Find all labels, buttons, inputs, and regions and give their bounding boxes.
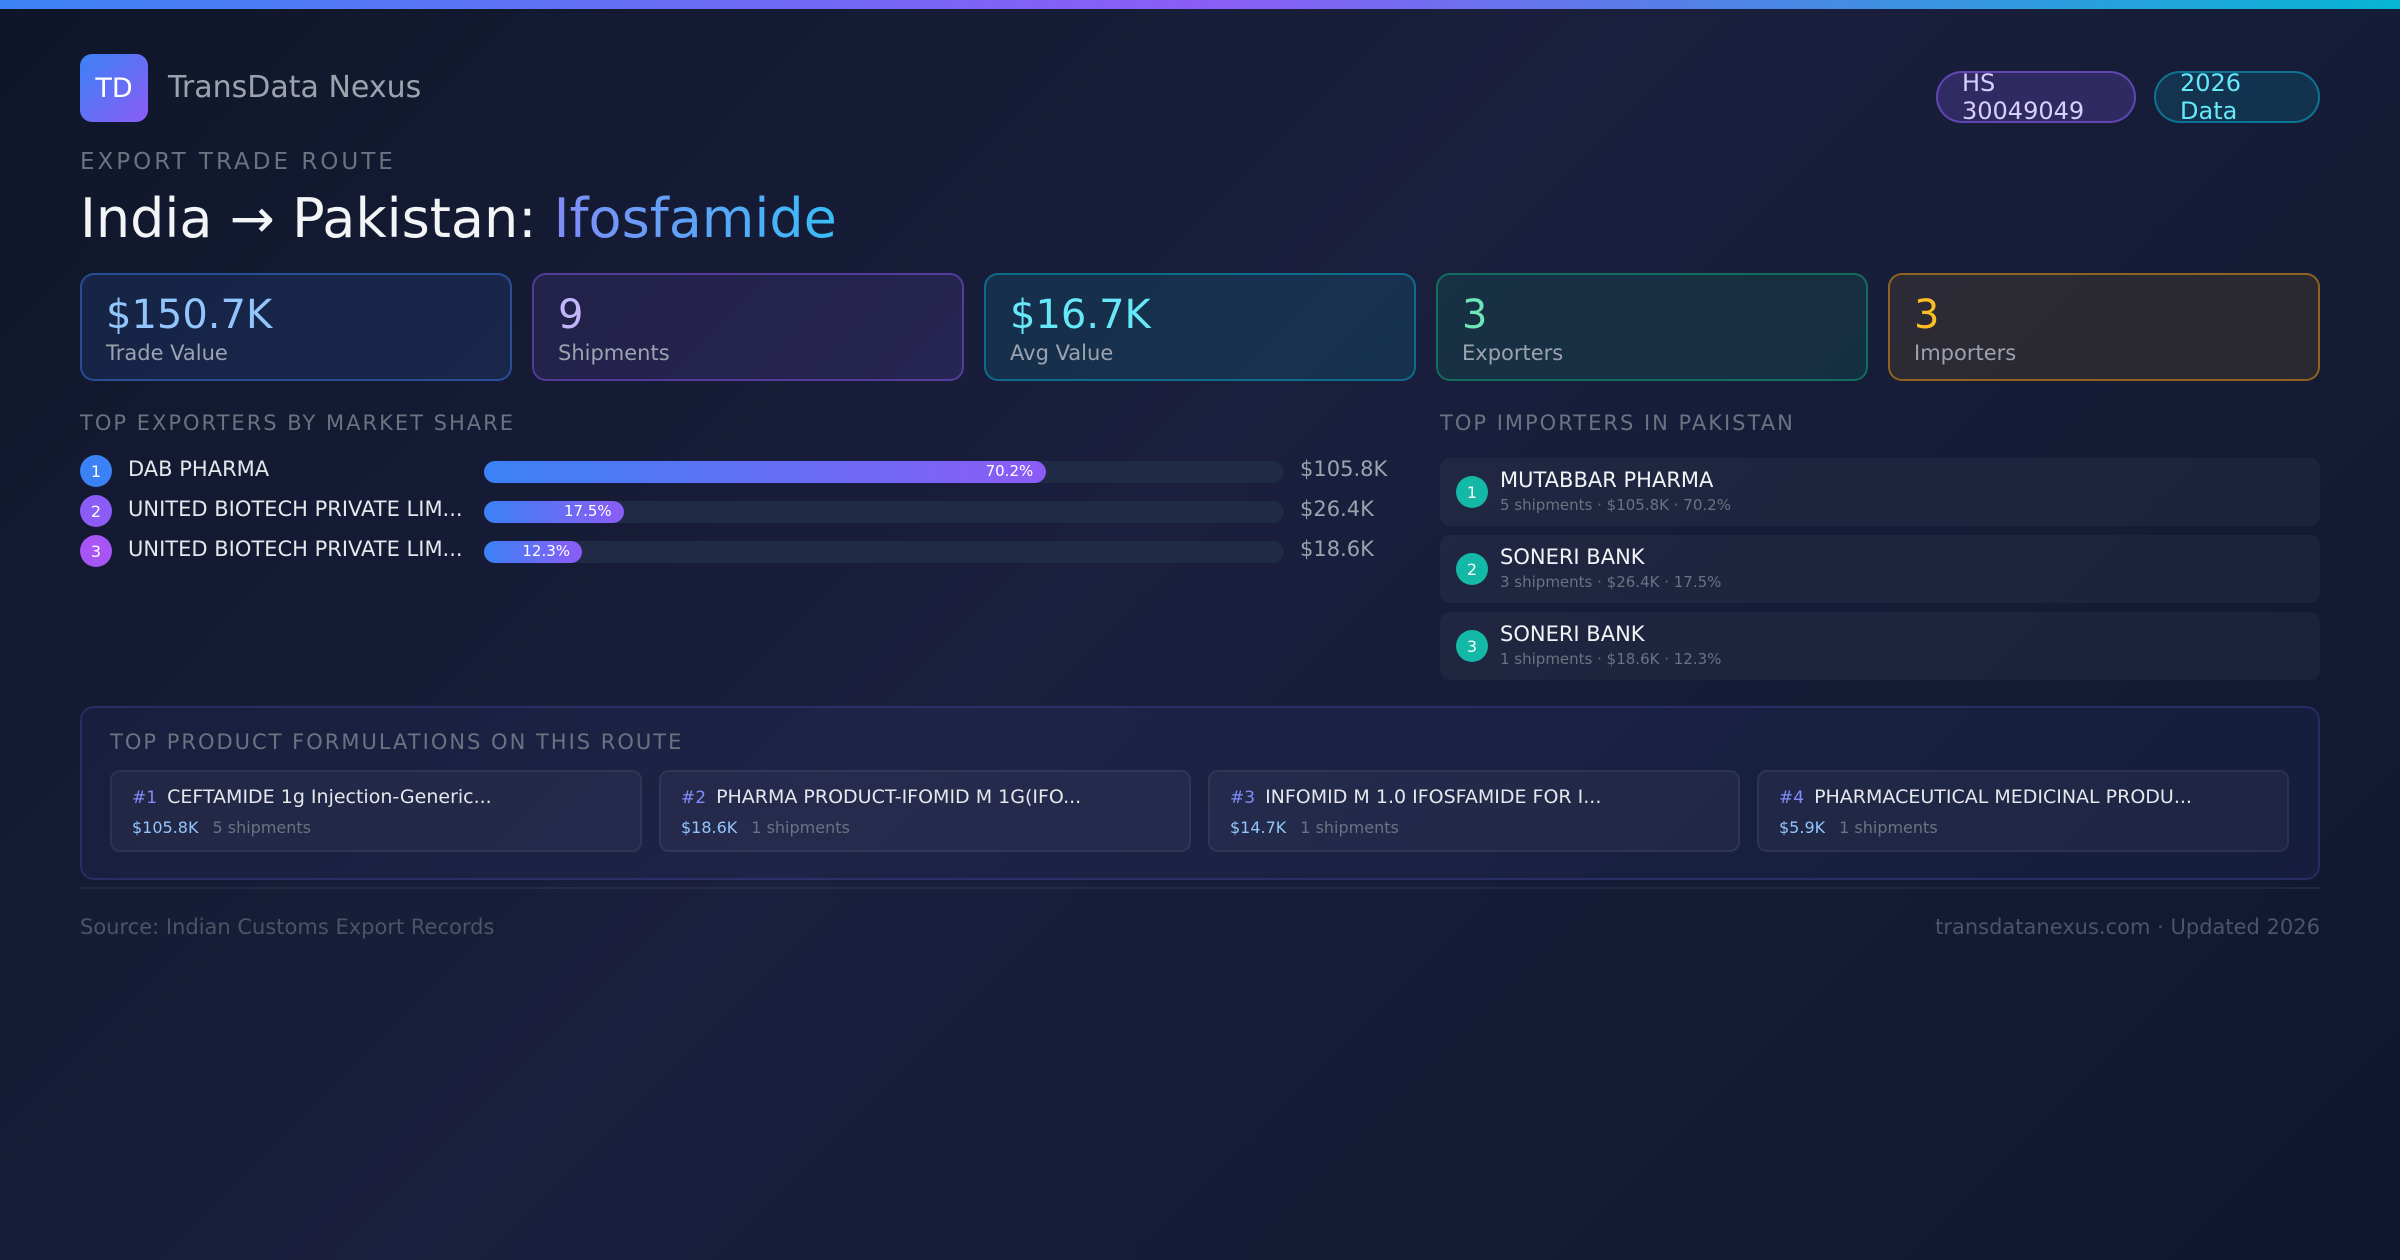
stat-trade-value: $150.7K Trade Value	[80, 273, 512, 381]
product-rank: #2	[681, 788, 707, 808]
exporter-value: $105.8K	[1300, 457, 1388, 481]
share-bar-track: 17.5%	[484, 501, 1284, 523]
product-stats: $14.7K 1 shipments	[1230, 818, 1399, 837]
exporter-row: 3 UNITED BIOTECH PRIVATE LIM... 12.3% $1…	[80, 531, 1380, 571]
exporter-value: $26.4K	[1300, 497, 1374, 521]
importer-meta: 3 shipments · $26.4K · 17.5%	[1500, 573, 1722, 591]
exporters-section-title: TOP EXPORTERS BY MARKET SHARE	[80, 411, 516, 435]
product-heading: #4 PHARMACEUTICAL MEDICINAL PRODU...	[1779, 786, 2192, 808]
product-shipments: 1 shipments	[751, 818, 850, 837]
footer-divider	[80, 887, 2320, 889]
importer-name: SONERI BANK	[1500, 622, 1645, 646]
stat-importers: 3 Importers	[1888, 273, 2320, 381]
stat-value: 3	[1462, 292, 1488, 338]
product-rank: #4	[1779, 788, 1805, 808]
exporters-list: 1 DAB PHARMA 70.2% $105.8K 2 UNITED BIOT…	[80, 451, 1387, 571]
importer-card: 1 MUTABBAR PHARMA 5 shipments · $105.8K …	[1440, 458, 2320, 526]
accent-bar	[0, 0, 2400, 9]
importer-card: 3 SONERI BANK 1 shipments · $18.6K · 12.…	[1440, 612, 2320, 680]
importer-meta: 5 shipments · $105.8K · 70.2%	[1500, 496, 1731, 514]
exporter-row: 2 UNITED BIOTECH PRIVATE LIM... 17.5% $2…	[80, 491, 1380, 531]
importers-section-title: TOP IMPORTERS IN PAKISTAN	[1440, 411, 1795, 435]
stat-label: Exporters	[1462, 341, 1564, 365]
stat-label: Trade Value	[106, 341, 228, 365]
product-rank: #3	[1230, 788, 1256, 808]
stat-value: $16.7K	[1010, 292, 1151, 338]
product-shipments: 1 shipments	[1300, 818, 1399, 837]
products-section-title: TOP PRODUCT FORMULATIONS ON THIS ROUTE	[110, 730, 684, 754]
share-percent: 12.3%	[522, 542, 571, 560]
route-title: India → Pakistan:	[80, 187, 554, 250]
rank-badge: 3	[1456, 630, 1488, 662]
product-value: $5.9K	[1779, 818, 1826, 837]
data-year-badge: 2026 Data	[2154, 69, 2320, 125]
exporter-name: UNITED BIOTECH PRIVATE LIM...	[128, 537, 463, 561]
importer-name: MUTABBAR PHARMA	[1500, 468, 1714, 492]
hs-code-badge: HS 30049049	[1936, 69, 2136, 125]
product-stats: $18.6K 1 shipments	[681, 818, 850, 837]
product-value: $105.8K	[132, 818, 199, 837]
importer-card: 2 SONERI BANK 3 shipments · $26.4K · 17.…	[1440, 535, 2320, 603]
importer-name: SONERI BANK	[1500, 545, 1645, 569]
header: TD TransData Nexus HS 30049049 2026 Data	[80, 54, 2320, 125]
product-heading: #2 PHARMA PRODUCT-IFOMID M 1G(IFO...	[681, 786, 1081, 808]
product-value: $18.6K	[681, 818, 738, 837]
share-bar-fill	[484, 541, 583, 563]
stat-value: 9	[558, 292, 584, 338]
product-name: PHARMACEUTICAL MEDICINAL PRODU...	[1814, 786, 2192, 808]
stat-shipments: 9 Shipments	[532, 273, 964, 381]
exporter-name: UNITED BIOTECH PRIVATE LIM...	[128, 497, 463, 521]
product-card: #3 INFOMID M 1.0 IFOSFAMIDE FOR I... $14.…	[1208, 770, 1740, 852]
product-stats: $5.9K 1 shipments	[1779, 818, 1938, 837]
product-card: #4 PHARMACEUTICAL MEDICINAL PRODU... $5.9…	[1757, 770, 2289, 852]
share-bar-track: 12.3%	[484, 541, 1284, 563]
stat-exporters: 3 Exporters	[1436, 273, 1868, 381]
product-shipments: 5 shipments	[212, 818, 312, 837]
share-percent: 70.2%	[985, 462, 1034, 480]
footer-source: Source: Indian Customs Export Records	[80, 915, 495, 939]
route-eyebrow: EXPORT TRADE ROUTE	[80, 149, 396, 175]
share-bar-fill	[484, 461, 1046, 483]
products-panel: TOP PRODUCT FORMULATIONS ON THIS ROUTE #…	[80, 706, 2320, 880]
product-heading: #1 CEFTAMIDE 1g Injection-Generic...	[132, 786, 492, 808]
rank-badge: 1	[80, 455, 112, 487]
page-title: India → Pakistan: Ifosfamide	[80, 187, 837, 250]
rank-badge: 3	[80, 535, 112, 567]
stat-label: Shipments	[558, 341, 670, 365]
share-percent: 17.5%	[564, 502, 612, 520]
product-value: $14.7K	[1230, 818, 1287, 837]
exporter-row: 1 DAB PHARMA 70.2% $105.8K	[80, 451, 1387, 491]
product-stats: $105.8K 5 shipments	[132, 818, 311, 837]
exporter-value: $18.6K	[1300, 537, 1374, 561]
product-name: CEFTAMIDE 1g Injection-Generic...	[167, 786, 492, 808]
product-rank: #1	[132, 788, 158, 808]
importer-meta: 1 shipments · $18.6K · 12.3%	[1500, 650, 1722, 668]
product-name: Ifosfamide	[553, 187, 837, 250]
stat-value: $150.7K	[106, 292, 273, 338]
product-name: PHARMA PRODUCT-IFOMID M 1G(IFO...	[716, 786, 1082, 808]
product-shipments: 1 shipments	[1839, 818, 1938, 837]
footer-site: transdatanexus.com · Updated 2026	[1935, 915, 2320, 939]
stat-value: 3	[1914, 292, 1940, 338]
product-card: #2 PHARMA PRODUCT-IFOMID M 1G(IFO... $18.…	[659, 770, 1191, 852]
rank-badge: 2	[80, 495, 112, 527]
share-bar-fill	[484, 501, 624, 523]
logo: TD	[80, 54, 148, 122]
product-heading: #3 INFOMID M 1.0 IFOSFAMIDE FOR I...	[1230, 786, 1601, 808]
rank-badge: 2	[1456, 553, 1488, 585]
share-bar-track: 70.2%	[484, 461, 1284, 483]
brand-name: TransData Nexus	[168, 70, 422, 105]
rank-badge: 1	[1456, 476, 1488, 508]
stat-label: Importers	[1914, 341, 2017, 365]
stats-row: $150.7K Trade Value 9 Shipments $16.7K A…	[80, 273, 2320, 381]
product-card: #1 CEFTAMIDE 1g Injection-Generic... $105…	[110, 770, 642, 852]
exporter-name: DAB PHARMA	[128, 457, 270, 481]
stat-label: Avg Value	[1010, 341, 1114, 365]
product-name: INFOMID M 1.0 IFOSFAMIDE FOR I...	[1265, 786, 1602, 808]
stat-avg-value: $16.7K Avg Value	[984, 273, 1416, 381]
